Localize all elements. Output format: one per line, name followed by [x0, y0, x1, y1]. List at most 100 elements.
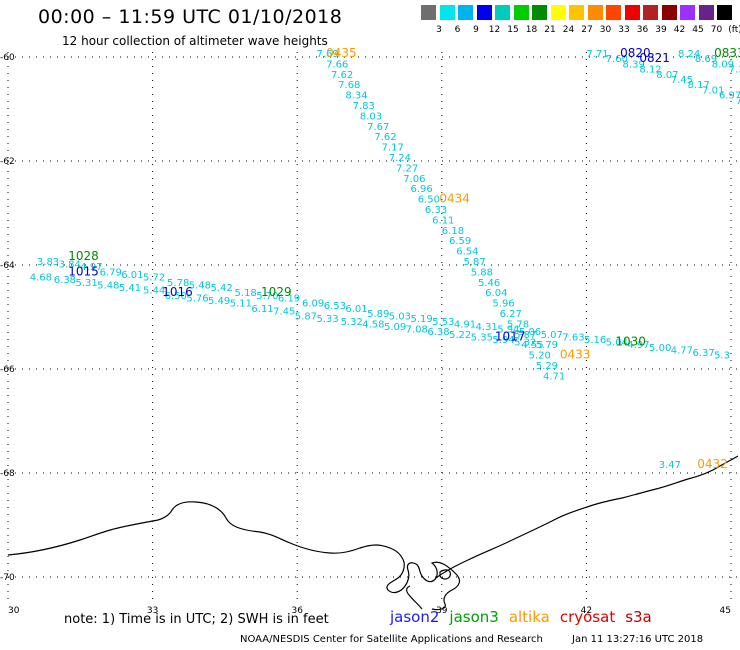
- legend-label: 18: [525, 25, 538, 35]
- swh-value: 4.77: [671, 345, 693, 356]
- track-jason3: 3.83 3.84 4.976.79 6.01 5.72 5.78 5.48 5.42 5.18…: [37, 249, 730, 362]
- swh-value: 5.18: [235, 288, 257, 299]
- legend-swatch: [624, 5, 640, 20]
- swh-value: 6.53: [324, 301, 346, 312]
- swh-value: 5.22: [449, 330, 471, 341]
- swh-value: 8.09: [712, 59, 734, 70]
- swh-value: 7.71: [586, 49, 608, 60]
- swh-value: 4.58: [362, 319, 384, 330]
- legend-label: 45: [692, 25, 704, 35]
- legend-swatch: [717, 5, 732, 20]
- swh-value: 5.11: [230, 299, 252, 310]
- legend-label: 3: [436, 25, 442, 35]
- legend-label: 12: [488, 25, 501, 35]
- legend-label: 24: [562, 25, 575, 35]
- swh-value: 5.70: [256, 291, 278, 302]
- swh-value: 8.69: [695, 54, 717, 65]
- pass-time-label: 1028: [68, 249, 99, 263]
- swh-value: 6.11: [432, 215, 454, 226]
- units-note: note: 1) Time is in UTC; 2) SWH is in fe…: [64, 612, 329, 627]
- swh-value: 6.11: [251, 304, 273, 315]
- swh-value: 6.27: [500, 309, 522, 320]
- legend-label: 30: [599, 25, 612, 35]
- longitude-label: 30: [8, 606, 20, 616]
- swh-value: 6.37: [692, 348, 714, 359]
- swh-value: 7.62: [331, 70, 353, 81]
- swh-value: 5.20: [529, 351, 551, 362]
- swh-value: 6.18: [442, 226, 464, 237]
- swh-value: 4.91: [454, 319, 476, 330]
- legend-swatch: [513, 5, 529, 20]
- swh-value: 5.78: [167, 278, 189, 289]
- swh-value: 5.16: [584, 335, 606, 346]
- swh-value: 8.03: [360, 111, 382, 122]
- legend-swatch: [550, 5, 566, 20]
- swh-value: 5.00: [649, 343, 671, 354]
- swh-value: 7.62: [374, 132, 396, 143]
- latitude-label: -66: [0, 365, 15, 375]
- footer-timestamp: Jan 11 13:27:16 UTC 2018: [572, 634, 704, 645]
- swh-value: 6.96: [410, 184, 432, 195]
- legend-swatch: [661, 5, 677, 20]
- track-altika: 7.697.667.627.688.347.838.037.677.627.17…: [316, 46, 590, 382]
- longitude-label: 45: [720, 606, 731, 616]
- legend-swatch: [698, 5, 714, 20]
- pass-time-label: 1017: [495, 329, 526, 343]
- swh-value: 5.19: [410, 314, 432, 325]
- legend-swatch: [680, 5, 695, 20]
- swh-value: 5.48: [189, 280, 211, 291]
- swh-value: 8.07: [656, 70, 678, 81]
- satellite-s3a: s3a: [625, 608, 652, 626]
- swh-value: 5.53: [432, 317, 454, 328]
- chart-subtitle: 12 hour collection of altimeter wave hei…: [62, 34, 328, 48]
- swh-value: 3.47: [659, 460, 681, 471]
- pass-time-label: 1015: [68, 264, 99, 278]
- latitude-label: -64: [0, 261, 15, 271]
- track-jason3: 8.248.698.097.346.977.4760833: [678, 46, 740, 107]
- swh-value: 8.39: [623, 59, 645, 70]
- swh-value: 3.83: [37, 257, 59, 268]
- swh-value: 6.54: [456, 247, 478, 258]
- swh-value: 5.87: [463, 257, 485, 268]
- swh-value: 5.32: [341, 317, 363, 328]
- coastline-path: [7, 455, 739, 611]
- swh-value: 4.55: [521, 340, 543, 351]
- swh-value: 5.06: [519, 327, 541, 338]
- swh-value: 5.89: [367, 309, 389, 320]
- pass-time-label: 0821: [639, 51, 670, 65]
- swh-value: 6.01: [121, 270, 143, 281]
- legend-label: 33: [618, 25, 630, 35]
- satellite-legend: jason2 jason3 altika cryosat s3a: [390, 608, 662, 626]
- swh-value: 5.46: [478, 278, 500, 289]
- swh-value: 5.87: [514, 330, 536, 341]
- swh-value: 7.17: [382, 143, 404, 154]
- coastline-island: [439, 569, 451, 580]
- swh-value: 7.69: [316, 49, 338, 60]
- pass-time-label: 1030: [615, 335, 646, 349]
- legend-label: 9: [473, 25, 479, 35]
- swh-value: 5.79: [536, 340, 558, 351]
- swh-value: 8.34: [345, 91, 367, 102]
- legend-swatch: [606, 5, 621, 20]
- swh-value: 4.97: [627, 340, 649, 351]
- latitude-label: -60: [0, 53, 15, 63]
- swh-value: 4.31: [476, 322, 498, 333]
- track-jason2: 4.68 6.38 5.31 5.48 5.41 5.44 6.50 5.76 5.49 5.11…: [30, 264, 558, 351]
- swh-value: 5.07: [541, 330, 563, 341]
- swh-value: 4.71: [543, 371, 565, 382]
- swh-value: 7.47: [736, 96, 740, 107]
- longitude-label: 36: [291, 606, 303, 616]
- legend-label: 27: [581, 25, 593, 35]
- swh-value: 8.12: [639, 65, 661, 76]
- legend-label: 42: [673, 25, 686, 35]
- swh-value: 7.67: [367, 122, 389, 133]
- legend-swatch: [439, 5, 455, 20]
- legend-label: 21: [544, 25, 556, 35]
- pass-time-label: 0432: [697, 457, 728, 471]
- swh-value: 8.17: [688, 80, 710, 91]
- swh-value: 6.97: [719, 91, 740, 102]
- swh-value: 7.83: [353, 101, 375, 112]
- footer-agency: NOAA/NESDIS Center for Satellite Applica…: [240, 634, 543, 645]
